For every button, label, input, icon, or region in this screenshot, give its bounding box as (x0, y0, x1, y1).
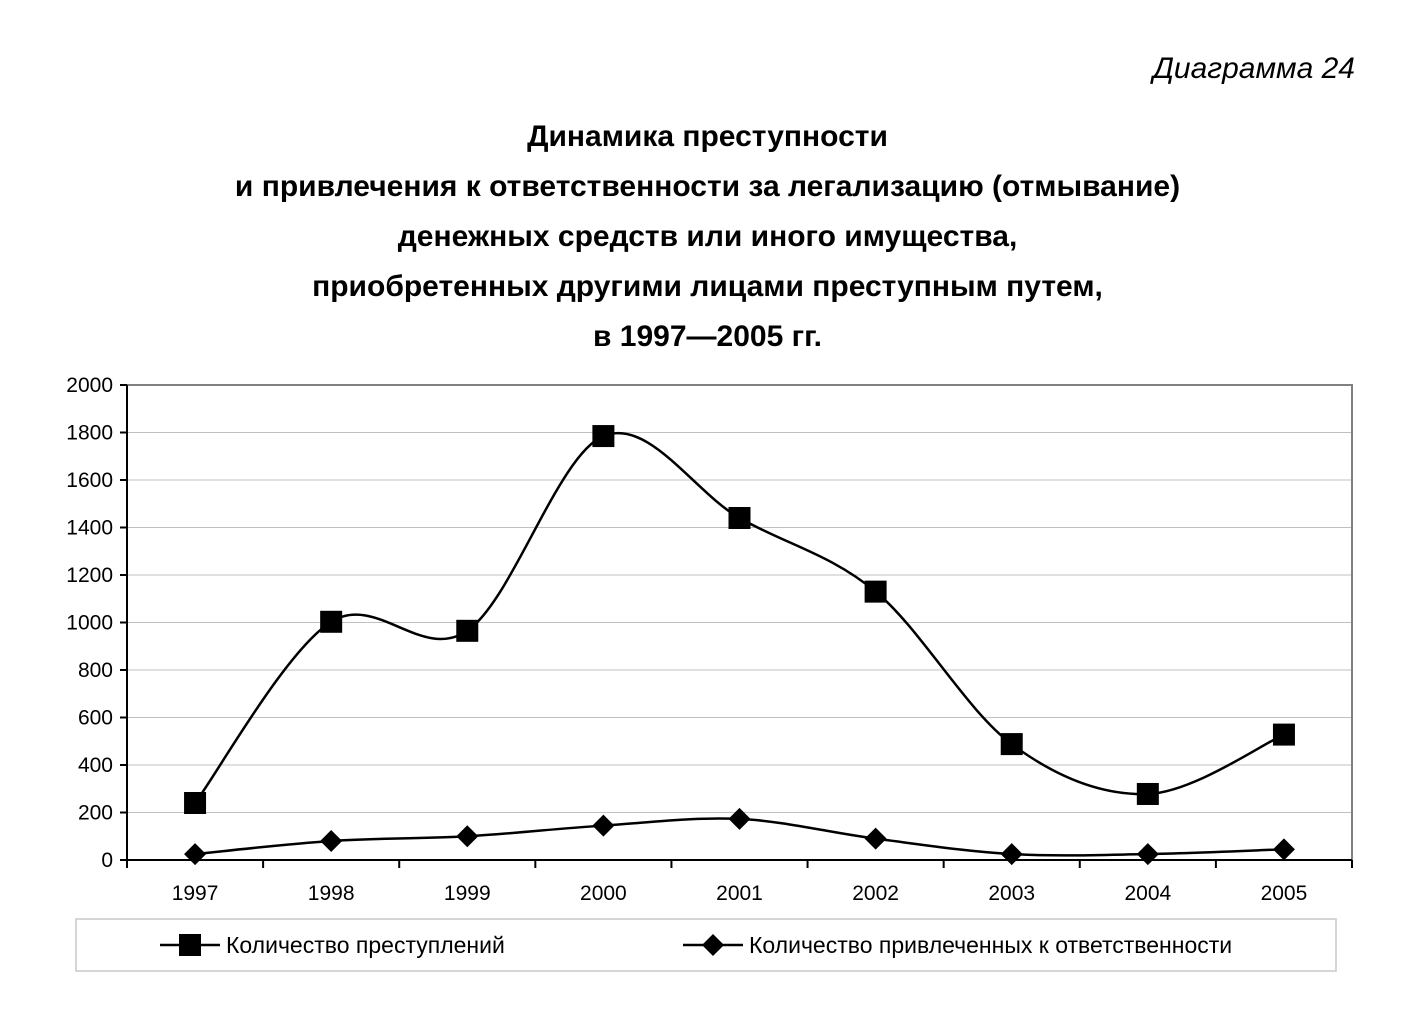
data-point-diamond (1136, 843, 1159, 866)
title-line-2: и привлечения к ответственности за легал… (234, 170, 1181, 203)
data-point-diamond (728, 807, 751, 830)
y-tick-label: 1800 (66, 422, 113, 445)
title-line-1: Динамика преступности (527, 120, 888, 153)
y-tick-label: 800 (78, 659, 113, 682)
data-point-square (1272, 723, 1295, 746)
legend: Количество преступлений Количество привле… (75, 918, 1337, 972)
y-tick-label: 1000 (66, 612, 113, 635)
title-line-5: в 1997—2005 гг. (593, 320, 822, 353)
data-point-diamond (320, 830, 343, 852)
data-point-square (1000, 733, 1023, 756)
chart-title: Динамика преступности и привлечения к от… (0, 112, 1415, 362)
legend-label: Количество привлеченных к ответственност… (749, 932, 1232, 958)
x-tick-label: 2005 (1261, 882, 1308, 905)
legend-marker-diamond (702, 934, 724, 956)
data-point-diamond (456, 825, 479, 848)
title-line-3: денежных средств или иного имущества, (397, 220, 1018, 253)
data-point-diamond (1272, 838, 1295, 861)
x-tick-label: 1998 (308, 882, 355, 905)
x-tick-label: 1997 (172, 882, 219, 905)
data-point-square (320, 610, 343, 633)
data-point-diamond (184, 843, 207, 866)
legend-label: Количество преступлений (226, 932, 505, 958)
y-tick-label: 400 (78, 754, 113, 777)
title-line-4: приобретенных другими лицами преступным … (312, 270, 1103, 303)
y-tick-label: 1400 (66, 517, 113, 540)
x-tick-label: 2000 (580, 882, 627, 905)
x-axis-ticks: 1997 1998 1999 2000 2001 2002 2003 2004 2005 (126, 860, 1353, 905)
legend-marker-square (179, 934, 201, 956)
data-point-square (864, 580, 887, 603)
x-tick-label: 1999 (444, 882, 491, 905)
data-point-square (1136, 782, 1159, 805)
x-tick-label: 2004 (1124, 882, 1171, 905)
data-point-square (456, 619, 479, 642)
y-tick-label: 2000 (66, 374, 113, 397)
x-tick-label: 2003 (988, 882, 1035, 905)
y-tick-label: 1200 (66, 564, 113, 587)
y-tick-label: 1600 (66, 469, 113, 492)
gridlines (127, 432, 1352, 813)
data-point-diamond (864, 827, 887, 850)
series-group (184, 425, 1295, 866)
y-axis-ticks: 0 200 400 600 800 1000 1200 1400 1600 1800 2000 (66, 374, 127, 872)
y-tick-label: 0 (101, 849, 113, 872)
data-point-square (728, 507, 751, 529)
series-2 (184, 807, 1295, 866)
x-tick-label: 2001 (716, 882, 763, 905)
data-point-square (184, 792, 207, 814)
diagram-caption: Диаграмма 24 (1152, 52, 1355, 85)
data-point-diamond (592, 814, 615, 837)
data-point-square (592, 425, 615, 448)
series-1 (184, 425, 1295, 814)
data-point-diamond (1000, 843, 1023, 866)
y-tick-label: 600 (78, 707, 113, 730)
y-tick-label: 200 (78, 802, 113, 825)
series-line (194, 432, 1285, 804)
x-tick-label: 2002 (852, 882, 899, 905)
